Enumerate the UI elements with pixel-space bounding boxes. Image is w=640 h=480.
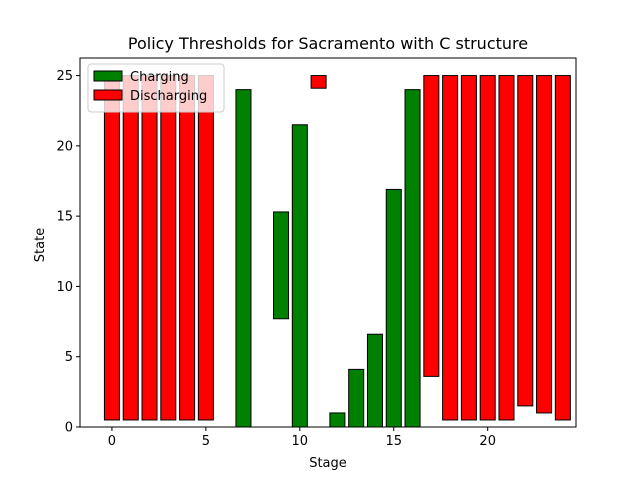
bar-charging-10 (291, 124, 308, 428)
bar-discharging-11 (310, 75, 327, 89)
legend-label-charging: Charging (130, 70, 189, 85)
bar-discharging-19 (460, 75, 477, 421)
y-tick-label-0: 0 (65, 421, 73, 436)
x-axis-label: Stage (309, 456, 347, 471)
bars-layer (103, 75, 571, 428)
legend-swatch-discharging (93, 89, 123, 101)
bar-charging-7 (235, 89, 252, 428)
bar-discharging-1 (122, 75, 139, 421)
bar-discharging-5 (197, 75, 214, 421)
legend-label-discharging: Discharging (130, 89, 207, 104)
x-tick-label-0: 0 (108, 434, 116, 449)
bar-charging-9 (273, 211, 290, 320)
y-tick-label-15: 15 (56, 210, 73, 225)
bar-discharging-23 (536, 75, 553, 414)
x-tick-label-5: 5 (202, 434, 210, 449)
bar-charging-13 (348, 368, 365, 428)
bar-discharging-21 (498, 75, 515, 421)
bar-discharging-24 (554, 75, 571, 421)
chart-title: Policy Thresholds for Sacramento with C … (128, 34, 528, 53)
x-tick-label-20: 20 (479, 434, 496, 449)
bar-discharging-18 (442, 75, 459, 421)
bar-discharging-4 (179, 75, 196, 421)
y-tick-label-10: 10 (56, 280, 73, 295)
bar-charging-16 (404, 89, 421, 428)
bar-discharging-2 (141, 75, 158, 421)
bar-discharging-17 (423, 75, 440, 377)
plot-frame (79, 57, 577, 428)
y-tick-label-20: 20 (56, 139, 73, 154)
legend-swatch-charging (93, 70, 123, 82)
bar-discharging-20 (479, 75, 496, 421)
bar-charging-15 (385, 188, 402, 428)
x-tick-label-10: 10 (292, 434, 309, 449)
y-axis-label: State (33, 228, 48, 262)
bar-charging-12 (329, 412, 346, 428)
bar-discharging-3 (160, 75, 177, 421)
y-tick-label-25: 25 (56, 69, 73, 84)
bar-discharging-0 (103, 75, 120, 421)
bar-charging-14 (366, 333, 383, 428)
legend: Charging Discharging (87, 63, 225, 113)
x-tick-label-15: 15 (385, 434, 402, 449)
axes-layer: 0 5 10 15 20 0 5 10 15 20 25 (56, 57, 577, 449)
bar-discharging-22 (517, 75, 534, 407)
y-tick-label-5: 5 (65, 350, 73, 365)
